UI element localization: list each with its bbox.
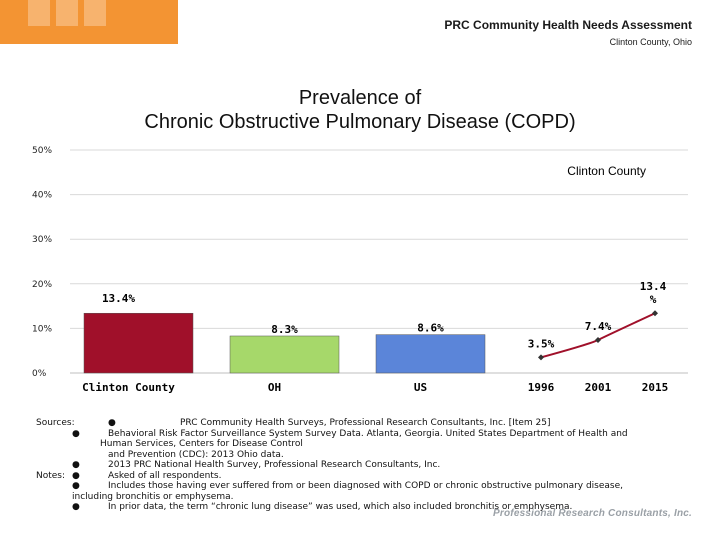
note-line: Includes those having ever suffered from… bbox=[108, 481, 624, 491]
source-line: and Prevention (CDC): 2013 Ohio data. bbox=[108, 449, 284, 460]
x-tick-label: 2015 bbox=[642, 381, 669, 394]
x-tick-label: Clinton County bbox=[82, 381, 175, 394]
note-line: In prior data, the term “chronic lung di… bbox=[108, 502, 573, 512]
logo-square bbox=[56, 0, 78, 26]
y-tick-label: 0% bbox=[32, 369, 47, 379]
bullet-icon: ● bbox=[72, 460, 80, 470]
chart-title: Prevalence of Chronic Obstructive Pulmon… bbox=[0, 86, 720, 134]
bar-clinton-county bbox=[83, 312, 194, 374]
chart-title-line2: Chronic Obstructive Pulmonary Disease (C… bbox=[144, 111, 576, 133]
bullet-icon: ● bbox=[72, 502, 80, 512]
logo-square bbox=[28, 0, 50, 26]
data-label: 13.4% bbox=[102, 292, 135, 305]
source-line: Behavioral Risk Factor Surveillance Syst… bbox=[108, 428, 628, 439]
bullet-icon: ● bbox=[72, 470, 80, 481]
copd-chart: 50% 40% 30% 20% 10% 0% 13.4% Clinton County 8.3%… bbox=[32, 146, 688, 394]
bullet-icon: ● bbox=[108, 418, 116, 428]
y-tick-label: 30% bbox=[32, 235, 52, 245]
data-label: 8.3% bbox=[271, 323, 298, 336]
bullet-icon: ● bbox=[72, 481, 80, 491]
trend-point bbox=[595, 336, 601, 343]
report-subtitle: Clinton County, Ohio bbox=[609, 37, 692, 47]
header-logo-block bbox=[0, 0, 178, 44]
trend-label: Clinton County bbox=[567, 164, 646, 178]
x-tick-label: 2001 bbox=[585, 381, 612, 394]
report-title: PRC Community Health Needs Assessment bbox=[444, 18, 692, 32]
source-line: 2013 PRC National Health Survey, Profess… bbox=[108, 460, 441, 470]
note-line: Asked of all respondents. bbox=[108, 470, 222, 481]
trend-data-label: 3.5% bbox=[528, 337, 555, 350]
trend-point bbox=[538, 354, 544, 361]
x-tick-label: US bbox=[414, 381, 427, 394]
trend-data-label: % bbox=[650, 293, 657, 306]
data-label: 8.6% bbox=[417, 322, 444, 335]
note-line: including bronchitis or emphysema. bbox=[72, 491, 234, 502]
bullet-icon: ● bbox=[72, 428, 80, 439]
y-tick-label: 10% bbox=[32, 324, 52, 334]
y-tick-label: 40% bbox=[32, 191, 52, 201]
prc-logo: Professional Research Consultants, Inc. bbox=[493, 508, 692, 519]
y-tick-label: 50% bbox=[32, 146, 52, 156]
trend-data-label: 7.4% bbox=[585, 320, 612, 333]
x-tick-label: OH bbox=[268, 381, 281, 394]
trend-data-label: 13.4 bbox=[640, 280, 667, 293]
source-line: Human Services, Centers for Disease Cont… bbox=[100, 439, 303, 449]
notes-label: Notes: bbox=[36, 470, 66, 481]
sources-label: Sources: bbox=[36, 418, 75, 428]
source-line: PRC Community Health Surveys, Profession… bbox=[180, 418, 551, 428]
trend-point bbox=[652, 310, 658, 317]
chart-title-line1: Prevalence of bbox=[298, 87, 422, 109]
bar-oh bbox=[229, 335, 340, 374]
logo-square bbox=[84, 0, 106, 26]
y-tick-label: 20% bbox=[32, 280, 52, 290]
x-tick-label: 1996 bbox=[528, 381, 555, 394]
bar-us bbox=[375, 334, 486, 374]
